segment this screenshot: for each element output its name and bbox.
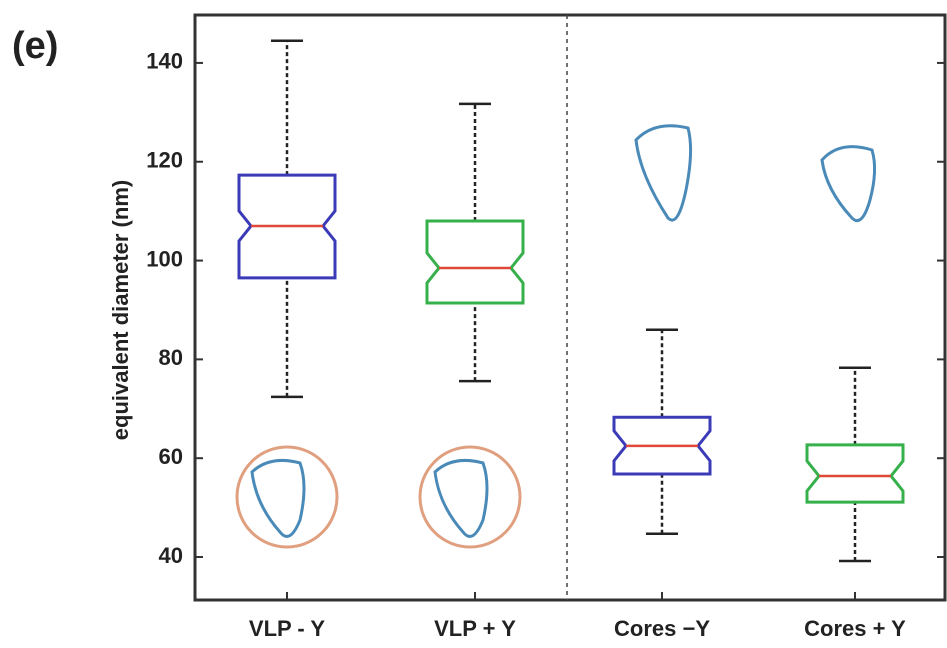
- box: [425, 219, 525, 305]
- inset-vlp-plus: [418, 445, 522, 549]
- y-tick-label: 120: [146, 148, 183, 173]
- y-tick-label: 60: [159, 444, 183, 469]
- inset-cores-plus: [820, 145, 877, 223]
- y-tick-label: 80: [159, 345, 183, 370]
- x-tick-label: VLP + Y: [434, 616, 516, 641]
- inset-vlp-minus: [235, 445, 339, 549]
- y-tick-label: 100: [146, 246, 183, 271]
- plot-frame: [193, 13, 947, 602]
- x-tick-label: Cores −Y: [614, 616, 710, 641]
- inset-cores-minus: [634, 124, 693, 222]
- y-tick-label: 40: [159, 543, 183, 568]
- box: [805, 443, 905, 504]
- x-tick-label: VLP - Y: [249, 616, 326, 641]
- x-tick-label: Cores + Y: [804, 616, 906, 641]
- panel-label: (e): [12, 25, 58, 67]
- y-tick-label: 140: [146, 49, 183, 74]
- y-axis-label: equivalent diameter (nm): [108, 180, 133, 440]
